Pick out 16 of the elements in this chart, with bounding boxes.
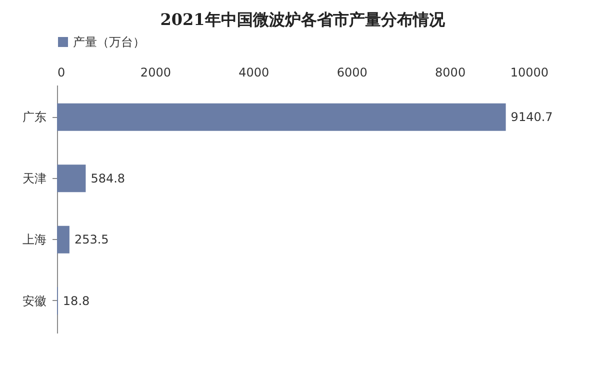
data-label: 584.8 [90, 171, 126, 186]
data-label: 253.5 [74, 232, 109, 247]
x-tick-label: 2000 [140, 66, 171, 80]
chart-title: 2021年中国微波炉各省市产量分布情况 [160, 10, 446, 29]
x-tick-label: 10000 [510, 66, 548, 80]
x-tick-label: 8000 [435, 66, 466, 80]
data-label: 18.8 [62, 294, 90, 308]
y-tick-label: 广东 [22, 110, 46, 124]
y-tick-label: 安徽 [22, 294, 46, 308]
x-tick-label: 6000 [336, 66, 368, 80]
data-label: 9140.7 [510, 110, 553, 124]
x-tick-label: 4000 [238, 66, 270, 80]
x-tick-label: 0 [58, 66, 66, 80]
legend-label: 产量（万台） [73, 35, 145, 49]
y-tick-label: 天津 [22, 171, 46, 186]
y-tick-label: 上海 [22, 232, 46, 247]
